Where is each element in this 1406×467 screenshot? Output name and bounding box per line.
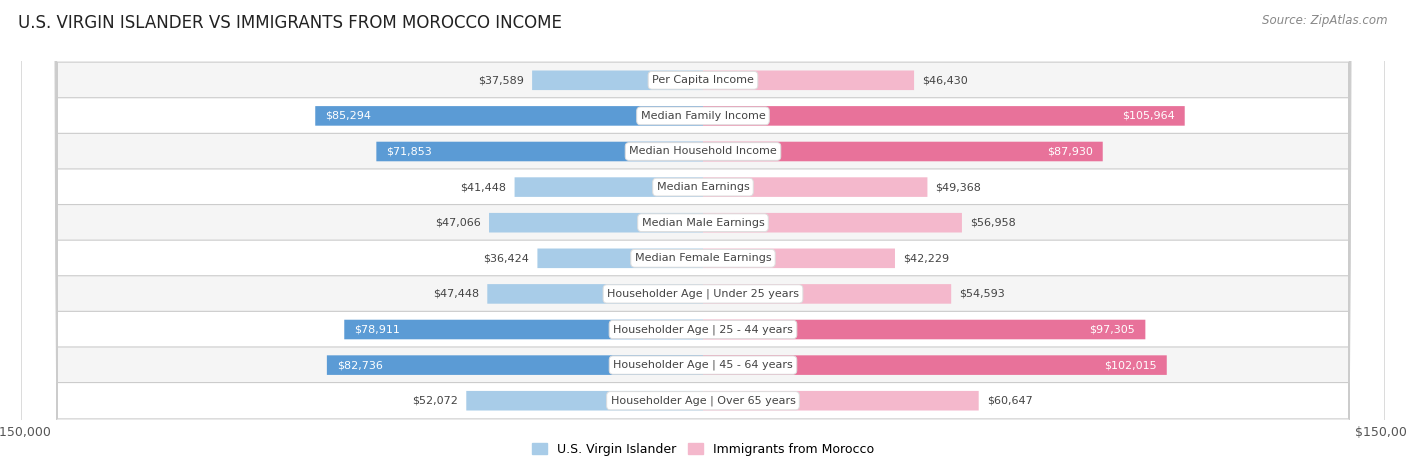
Text: Median Male Earnings: Median Male Earnings (641, 218, 765, 228)
Text: Householder Age | Over 65 years: Householder Age | Over 65 years (610, 396, 796, 406)
Legend: U.S. Virgin Islander, Immigrants from Morocco: U.S. Virgin Islander, Immigrants from Mo… (527, 438, 879, 461)
Text: $42,229: $42,229 (903, 253, 949, 263)
FancyBboxPatch shape (21, 0, 1385, 467)
FancyBboxPatch shape (515, 177, 703, 197)
Text: Source: ZipAtlas.com: Source: ZipAtlas.com (1263, 14, 1388, 27)
FancyBboxPatch shape (703, 213, 962, 233)
Text: Per Capita Income: Per Capita Income (652, 75, 754, 85)
Text: $56,958: $56,958 (970, 218, 1017, 228)
FancyBboxPatch shape (703, 106, 1185, 126)
FancyBboxPatch shape (21, 0, 1385, 467)
Text: $46,430: $46,430 (922, 75, 967, 85)
FancyBboxPatch shape (21, 0, 1385, 467)
Text: $37,589: $37,589 (478, 75, 524, 85)
Text: Median Household Income: Median Household Income (628, 147, 778, 156)
FancyBboxPatch shape (326, 355, 703, 375)
Text: $54,593: $54,593 (959, 289, 1005, 299)
FancyBboxPatch shape (703, 284, 952, 304)
FancyBboxPatch shape (21, 0, 1385, 467)
FancyBboxPatch shape (703, 320, 1146, 340)
FancyBboxPatch shape (315, 106, 703, 126)
FancyBboxPatch shape (21, 0, 1385, 467)
FancyBboxPatch shape (21, 0, 1385, 467)
Text: Householder Age | Under 25 years: Householder Age | Under 25 years (607, 289, 799, 299)
FancyBboxPatch shape (703, 355, 1167, 375)
Text: Householder Age | 25 - 44 years: Householder Age | 25 - 44 years (613, 324, 793, 335)
Text: $105,964: $105,964 (1122, 111, 1174, 121)
Text: $47,066: $47,066 (434, 218, 481, 228)
Text: Median Family Income: Median Family Income (641, 111, 765, 121)
FancyBboxPatch shape (21, 0, 1385, 467)
FancyBboxPatch shape (703, 71, 914, 90)
FancyBboxPatch shape (488, 284, 703, 304)
Text: $60,647: $60,647 (987, 396, 1032, 406)
Text: $52,072: $52,072 (412, 396, 458, 406)
Text: Median Earnings: Median Earnings (657, 182, 749, 192)
FancyBboxPatch shape (489, 213, 703, 233)
Text: Median Female Earnings: Median Female Earnings (634, 253, 772, 263)
Text: $97,305: $97,305 (1090, 325, 1135, 334)
FancyBboxPatch shape (344, 320, 703, 340)
FancyBboxPatch shape (537, 248, 703, 268)
Text: $41,448: $41,448 (460, 182, 506, 192)
Text: $78,911: $78,911 (354, 325, 401, 334)
Text: $87,930: $87,930 (1046, 147, 1092, 156)
FancyBboxPatch shape (703, 177, 928, 197)
Text: $36,424: $36,424 (484, 253, 529, 263)
FancyBboxPatch shape (703, 142, 1102, 161)
FancyBboxPatch shape (21, 0, 1385, 467)
FancyBboxPatch shape (703, 391, 979, 410)
Text: U.S. VIRGIN ISLANDER VS IMMIGRANTS FROM MOROCCO INCOME: U.S. VIRGIN ISLANDER VS IMMIGRANTS FROM … (18, 14, 562, 32)
Text: Householder Age | 45 - 64 years: Householder Age | 45 - 64 years (613, 360, 793, 370)
Text: $49,368: $49,368 (935, 182, 981, 192)
Text: $102,015: $102,015 (1104, 360, 1157, 370)
FancyBboxPatch shape (467, 391, 703, 410)
FancyBboxPatch shape (531, 71, 703, 90)
FancyBboxPatch shape (21, 0, 1385, 467)
FancyBboxPatch shape (703, 248, 896, 268)
Text: $85,294: $85,294 (325, 111, 371, 121)
FancyBboxPatch shape (377, 142, 703, 161)
Text: $82,736: $82,736 (337, 360, 382, 370)
FancyBboxPatch shape (21, 0, 1385, 467)
Text: $71,853: $71,853 (387, 147, 432, 156)
Text: $47,448: $47,448 (433, 289, 479, 299)
